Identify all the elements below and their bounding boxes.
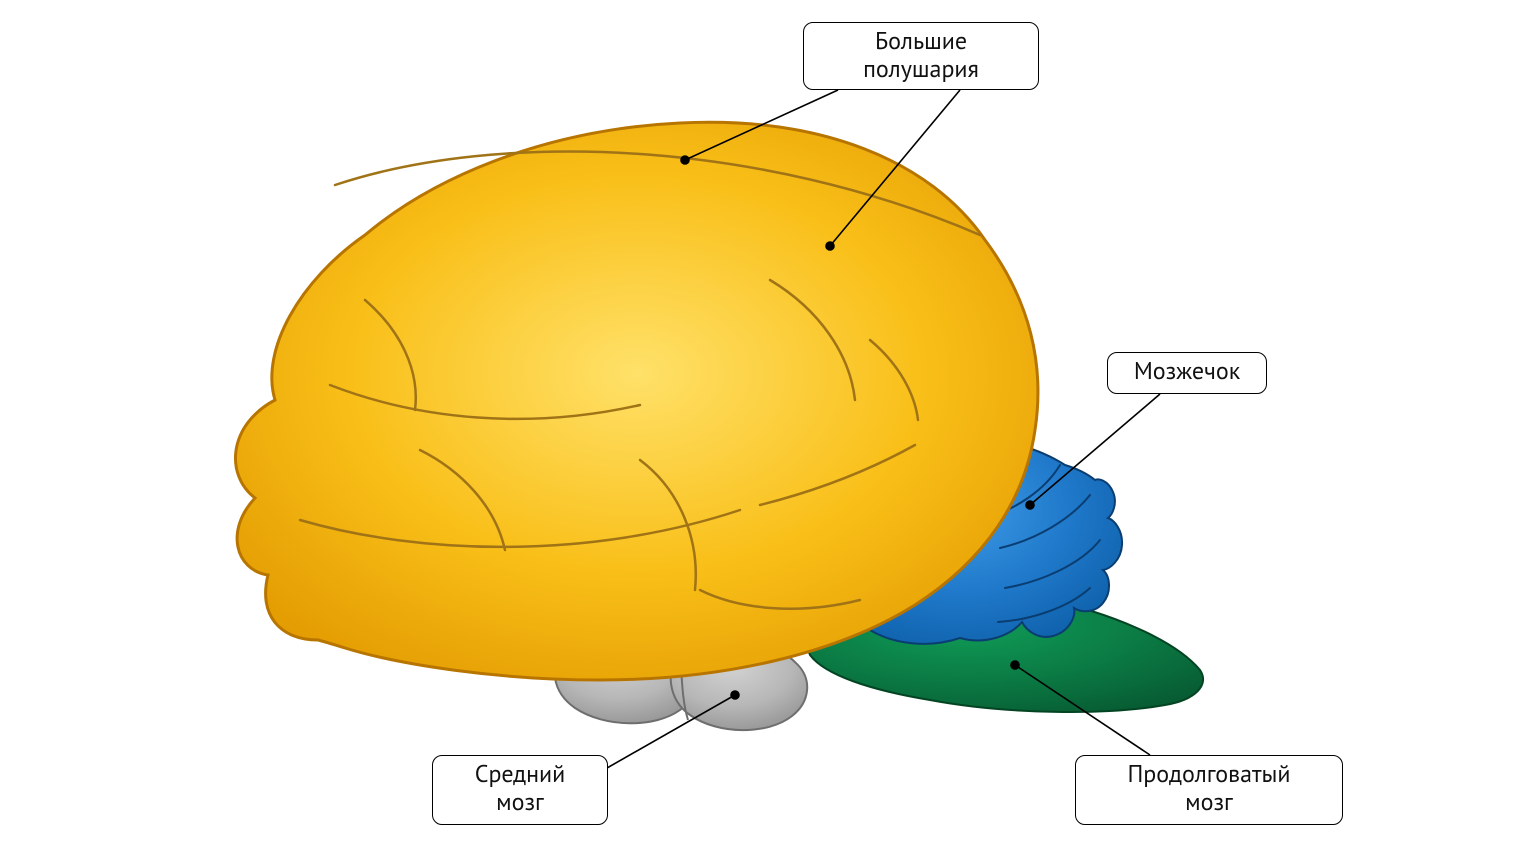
- cerebrum-shape: [235, 122, 1037, 680]
- cerebrum-group: [235, 122, 1037, 680]
- label-cerebrum: Большие полушария: [803, 22, 1039, 90]
- brain-diagram-svg: [0, 0, 1533, 864]
- label-cerebellum: Мозжечок: [1107, 352, 1267, 394]
- label-midbrain: Средний мозг: [432, 755, 608, 825]
- label-medulla: Продолговатый мозг: [1075, 755, 1343, 825]
- diagram-stage: Большие полушария Мозжечок Продолговатый…: [0, 0, 1533, 864]
